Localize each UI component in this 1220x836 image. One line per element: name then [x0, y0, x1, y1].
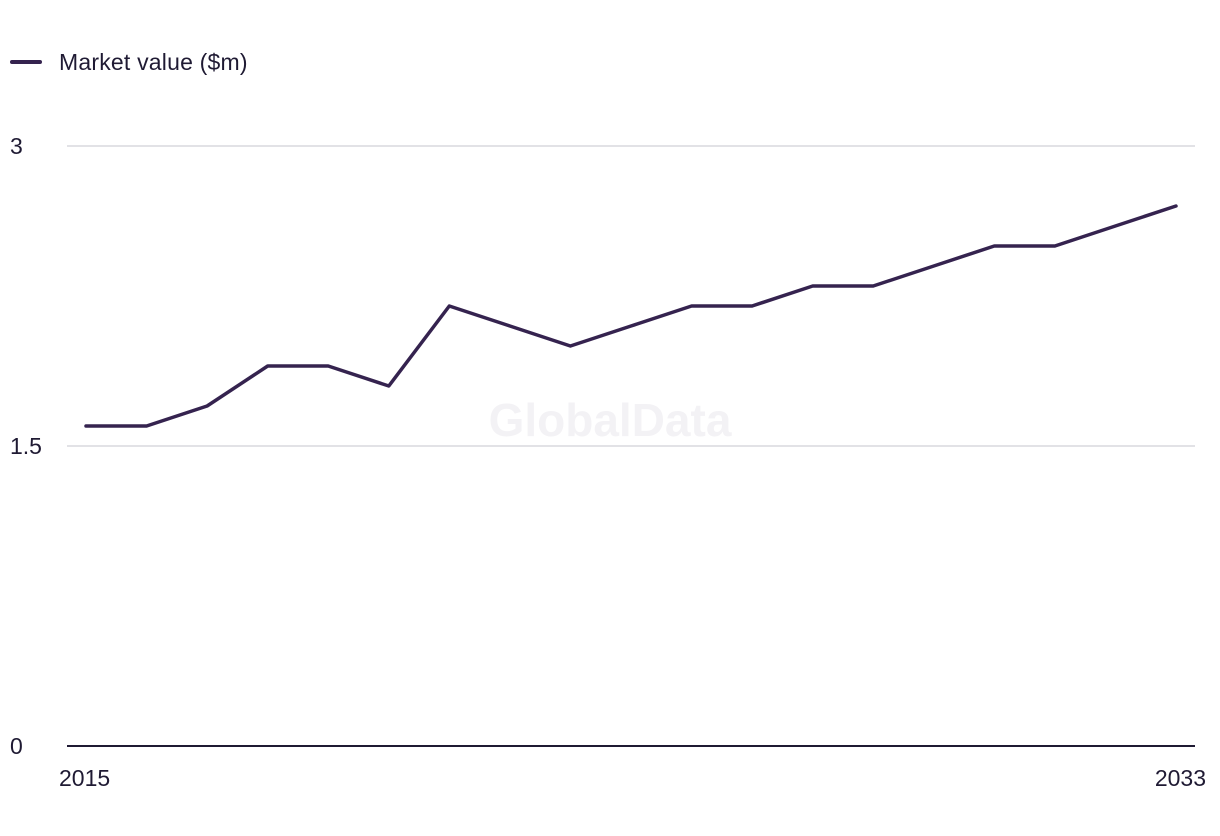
legend-label: Market value ($m) — [59, 48, 248, 75]
y-tick-label: 1.5 — [10, 433, 42, 459]
data-point — [504, 320, 516, 332]
data-point — [928, 260, 940, 272]
y-axis-ticks: 01.53 — [10, 133, 42, 759]
data-point — [262, 360, 274, 372]
data-point — [625, 320, 637, 332]
watermark: GlobalData — [489, 394, 732, 446]
data-point — [807, 280, 819, 292]
data-point — [867, 280, 879, 292]
series-group — [80, 200, 1182, 432]
y-tick-label: 0 — [10, 733, 23, 759]
legend-swatch — [10, 60, 42, 64]
data-point — [1049, 240, 1061, 252]
data-point — [686, 300, 698, 312]
data-point — [1170, 200, 1182, 212]
data-point — [322, 360, 334, 372]
data-point — [141, 420, 153, 432]
data-point — [80, 420, 92, 432]
legend: Market value ($m) — [10, 46, 248, 78]
data-point — [443, 300, 455, 312]
y-tick-label: 3 — [10, 133, 23, 159]
data-point — [383, 380, 395, 392]
data-point — [564, 340, 576, 352]
x-tick-label: 2015 — [59, 765, 110, 791]
x-axis-ticks: 2015 2033 — [59, 765, 1206, 791]
data-point — [201, 400, 213, 412]
grid-lines — [67, 145, 1195, 747]
data-point — [1109, 220, 1121, 232]
series-line — [84, 204, 1178, 428]
data-point — [988, 240, 1000, 252]
data-point — [746, 300, 758, 312]
x-tick-label: 2033 — [1155, 765, 1206, 791]
